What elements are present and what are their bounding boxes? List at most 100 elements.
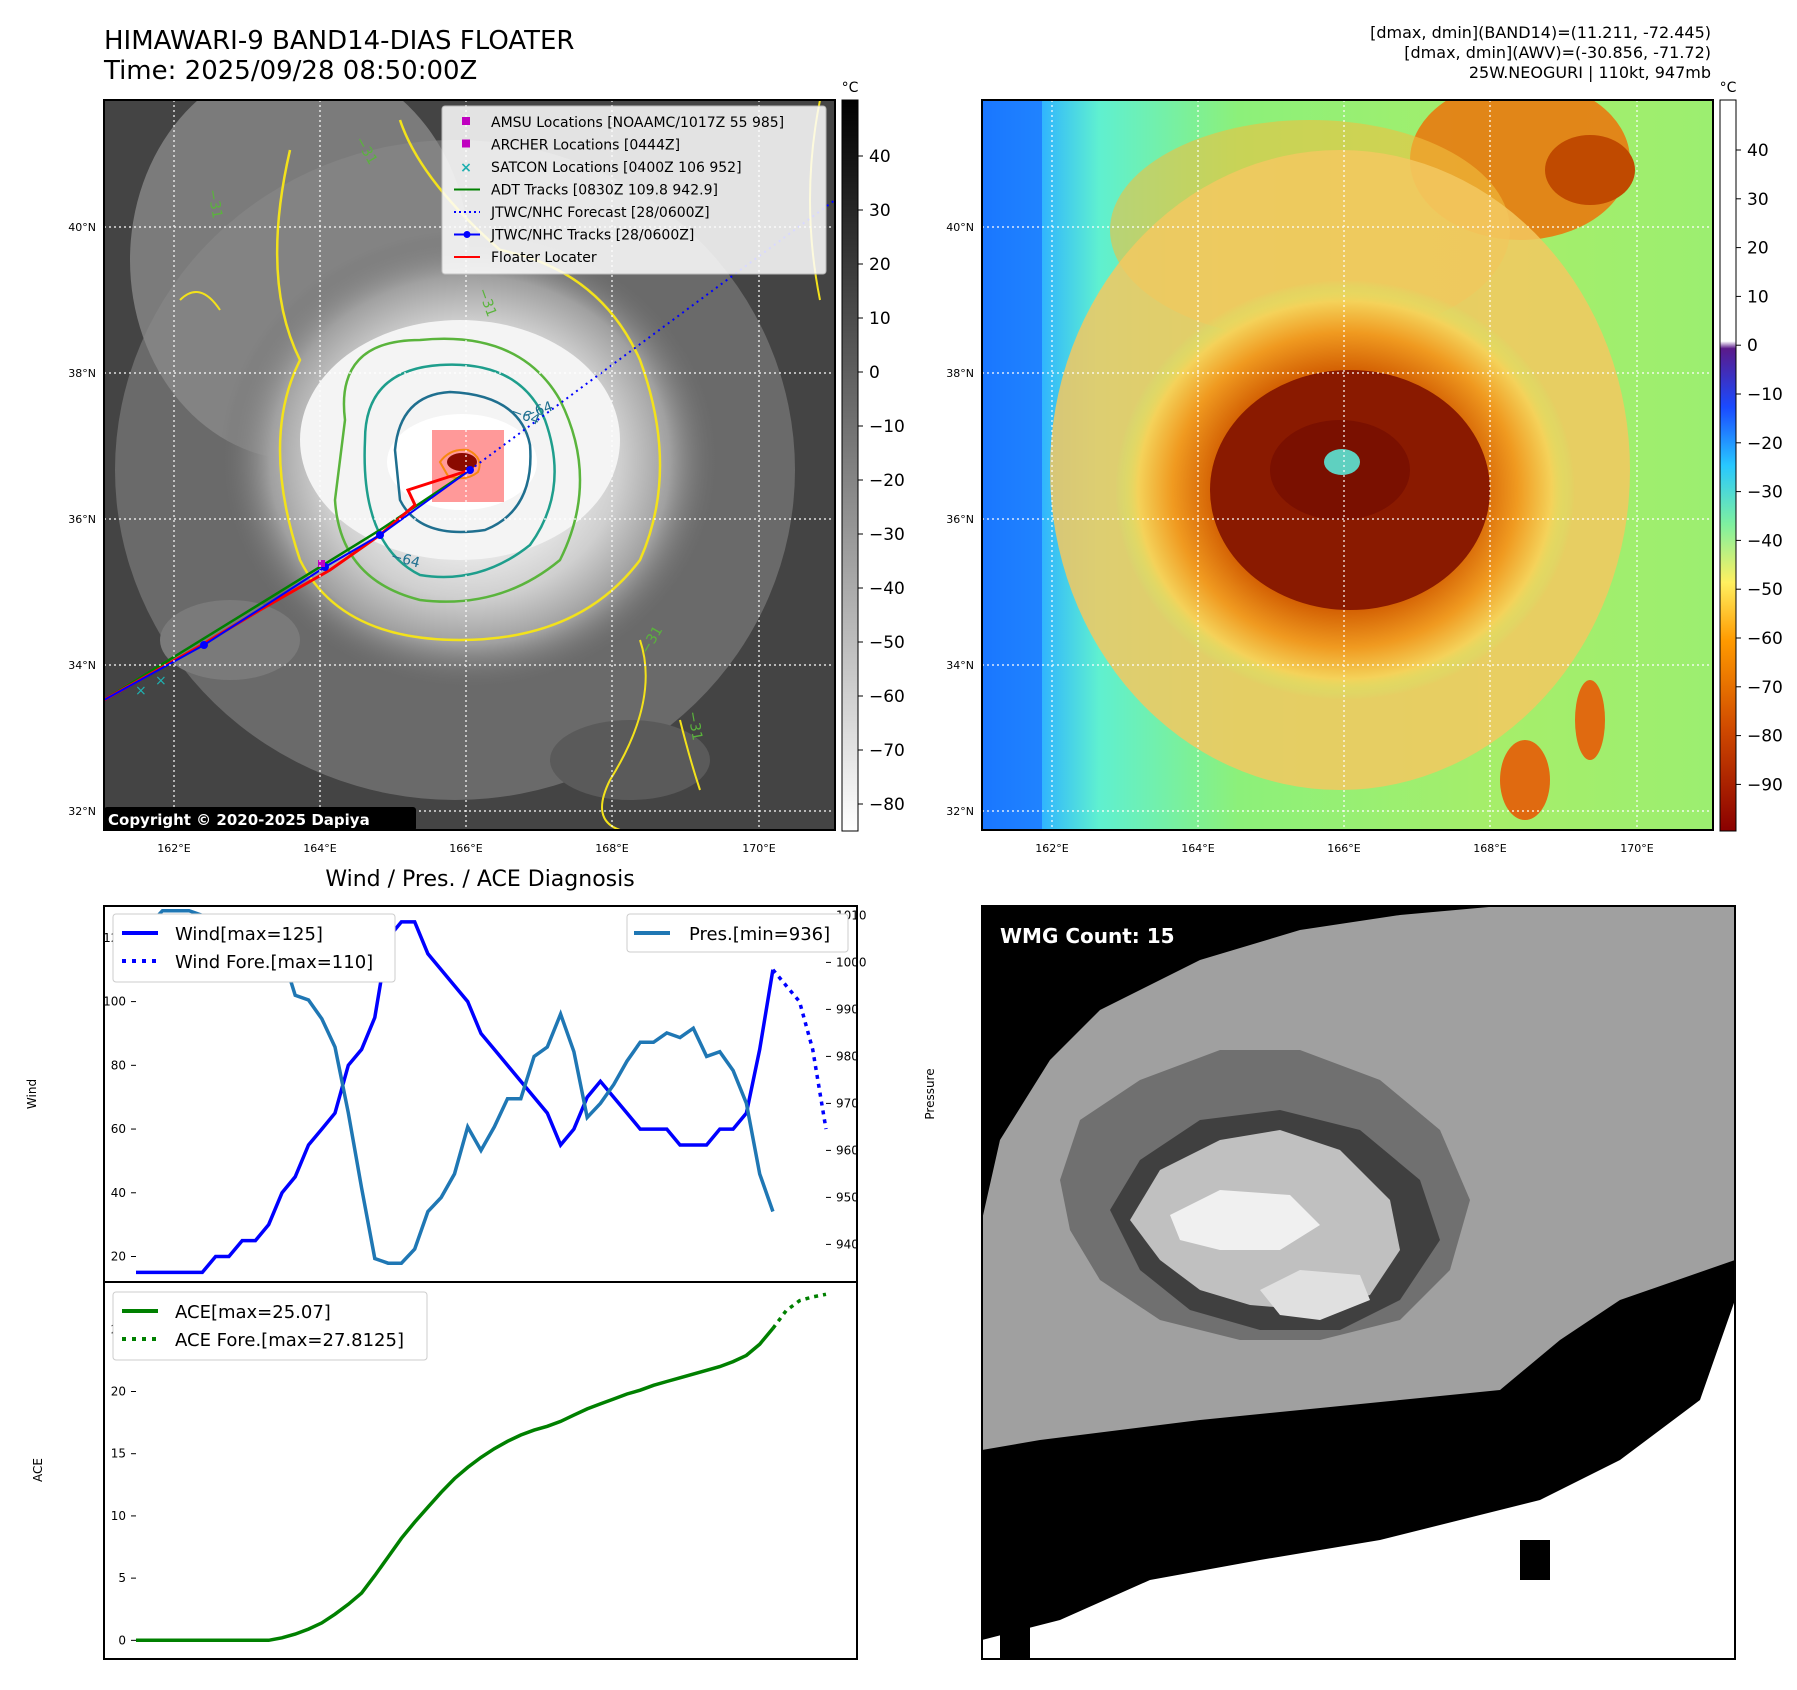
pres-legend-label: Pres.[min=936] xyxy=(689,924,830,945)
colorbar-tick-label: 20 xyxy=(1747,239,1769,259)
figure-time: Time: 2025/09/28 08:50:00Z xyxy=(104,56,478,86)
y-tick-label: 20 xyxy=(111,1384,126,1398)
colorbar-tick-label: 10 xyxy=(1747,287,1769,307)
y-right-tick-label: 950 xyxy=(836,1190,859,1204)
copyright-text: Copyright © 2020-2025 Dapiya xyxy=(108,811,370,829)
awv-lat-labels: 40°N 38°N 36°N 34°N 32°N xyxy=(946,221,974,818)
legend-label: ADT Tracks [0830Z 109.8 942.9] xyxy=(491,183,718,199)
lon-label: 170°E xyxy=(742,842,775,855)
awv-colorbar: °C 40 30 20 10 0 −10 −20 −30 −40 −50 −60 −70 −80 −90 xyxy=(1719,80,1783,832)
y-tick-label: 5 xyxy=(118,1571,126,1585)
colorbar-tick-label: 40 xyxy=(1747,141,1769,161)
meta-line-band14: [dmax, dmin](BAND14)=(11.211, -72.445) xyxy=(1370,23,1711,42)
series-line-wind-max- xyxy=(136,920,775,1275)
ir-legend: AMSU Locations [NOAAMC/1017Z 55 985] ARCH… xyxy=(441,105,827,275)
awv-colorbar-unit: °C xyxy=(1720,80,1737,96)
lat-label: 32°N xyxy=(68,805,96,818)
y-tick-label: 15 xyxy=(111,1447,126,1461)
y-right-tick-label: 1000 xyxy=(836,955,867,969)
y-right-tick-label: 940 xyxy=(836,1237,859,1251)
lat-label: 34°N xyxy=(68,659,96,672)
colorbar-tick-label: −40 xyxy=(869,579,905,599)
lon-label: 164°E xyxy=(303,842,336,855)
copyright-box xyxy=(104,807,416,831)
lon-label: 168°E xyxy=(1473,842,1506,855)
colorbar-tick-label: −80 xyxy=(869,795,905,815)
lon-label: 162°E xyxy=(1035,842,1068,855)
lon-label: 164°E xyxy=(1181,842,1214,855)
lat-label: 32°N xyxy=(946,805,974,818)
colorbar-tick-label: −80 xyxy=(1747,727,1783,747)
wmg-frame xyxy=(981,905,1736,1660)
colorbar-tick-label: −30 xyxy=(1747,483,1783,503)
lat-label: 34°N xyxy=(946,659,974,672)
pressure-axis-label: Pressure xyxy=(923,1068,937,1119)
y-tick-label: 10 xyxy=(111,1509,126,1523)
wmg-count-label: WMG Count: 15 xyxy=(1000,924,1175,948)
legend-marker-dot xyxy=(463,231,471,238)
ir-lon-labels: 162°E 164°E 166°E 168°E 170°E xyxy=(157,842,775,855)
legend-marker: × xyxy=(460,160,472,176)
legend-marker xyxy=(462,117,470,125)
lat-label: 40°N xyxy=(946,221,974,234)
legend-label: Floater Locater xyxy=(491,250,597,266)
y-tick-label: 0 xyxy=(118,1633,126,1647)
colorbar-tick-label: 20 xyxy=(869,255,891,275)
satcon-location-marker: × xyxy=(135,683,147,699)
meta-line-storm: 25W.NEOGURI | 110kt, 947mb xyxy=(1468,63,1711,82)
colorbar-tick-label: −90 xyxy=(1747,775,1783,795)
colorbar-tick-label: −20 xyxy=(869,471,905,491)
colorbar-tick-label: −10 xyxy=(869,417,905,437)
ace-fore-legend-label: ACE Fore.[max=27.8125] xyxy=(175,1330,404,1351)
lon-label: 170°E xyxy=(1620,842,1653,855)
legend-label: SATCON Locations [0400Z 106 952] xyxy=(491,160,742,176)
jtwc-track-point xyxy=(200,641,208,649)
y-tick-label: 60 xyxy=(111,1122,126,1136)
lon-label: 168°E xyxy=(595,842,628,855)
awv-eye xyxy=(1324,449,1360,475)
colorbar-tick-label: −70 xyxy=(1747,678,1783,698)
series-line-ace-max- xyxy=(136,1327,775,1643)
colorbar-tick-label: −60 xyxy=(1747,629,1783,649)
contour-label: −31 xyxy=(204,188,225,220)
colorbar-tick-label: −50 xyxy=(1747,580,1783,600)
wind-legend-label: Wind[max=125] xyxy=(175,924,323,945)
wind-axis-label: Wind xyxy=(25,1079,39,1109)
meta-line-awv: [dmax, dmin](AWV)=(-30.856, -71.72) xyxy=(1404,43,1711,62)
awv-map-frame xyxy=(981,99,1714,831)
ace-chart: 0510152025 ACE ACE[max=25.07] ACE Fore.[… xyxy=(31,1281,858,1660)
wind-fore-legend-label: Wind Fore.[max=110] xyxy=(175,952,373,973)
jtwc-track-point xyxy=(376,531,384,539)
awv-grid xyxy=(982,100,1713,830)
y-right-tick-label: 970 xyxy=(836,1096,859,1110)
lat-label: 38°N xyxy=(946,367,974,380)
colorbar-tick-label: 40 xyxy=(869,147,891,167)
wmg-panel: WMG Count: 15 xyxy=(981,905,1736,1660)
legend-box xyxy=(441,105,827,275)
lat-label: 36°N xyxy=(946,513,974,526)
series-line-wind-fore-max- xyxy=(771,968,828,1130)
ir-map-panel: × × −64 −64 −31 −31 −31 −31 −31 −64 xyxy=(68,99,836,855)
y-right-tick-label: 960 xyxy=(836,1143,859,1157)
contour-label: −31 xyxy=(684,710,705,742)
lon-label: 162°E xyxy=(157,842,190,855)
colorbar-tick-label: −50 xyxy=(869,633,905,653)
colorbar-tick-label: −60 xyxy=(869,687,905,707)
y-tick-label: 40 xyxy=(111,1186,126,1200)
colorbar-tick-label: 10 xyxy=(869,309,891,329)
awv-lon-labels: 162°E 164°E 166°E 168°E 170°E xyxy=(1035,842,1653,855)
ir-colorbar: °C 40 30 20 10 0 −10 −20 −30 −40 −50 −60 −70 −80 xyxy=(841,80,905,832)
y-tick-label: 100 xyxy=(103,995,126,1009)
lat-label: 40°N xyxy=(68,221,96,234)
jtwc-track-point xyxy=(466,466,474,474)
lon-label: 166°E xyxy=(1327,842,1360,855)
archer-location-marker xyxy=(318,560,325,567)
awv-map-panel: 40°N 38°N 36°N 34°N 32°N 162°E 164°E 166… xyxy=(946,99,1714,855)
legend-marker xyxy=(462,139,470,148)
satcon-location-marker: × xyxy=(155,673,167,689)
diagnosis-title: Wind / Pres. / ACE Diagnosis xyxy=(325,867,634,892)
series-line-ace-fore-max- xyxy=(771,1292,827,1330)
ir-colorbar-bar xyxy=(841,99,859,832)
y-right-tick-label: 990 xyxy=(836,1002,859,1016)
